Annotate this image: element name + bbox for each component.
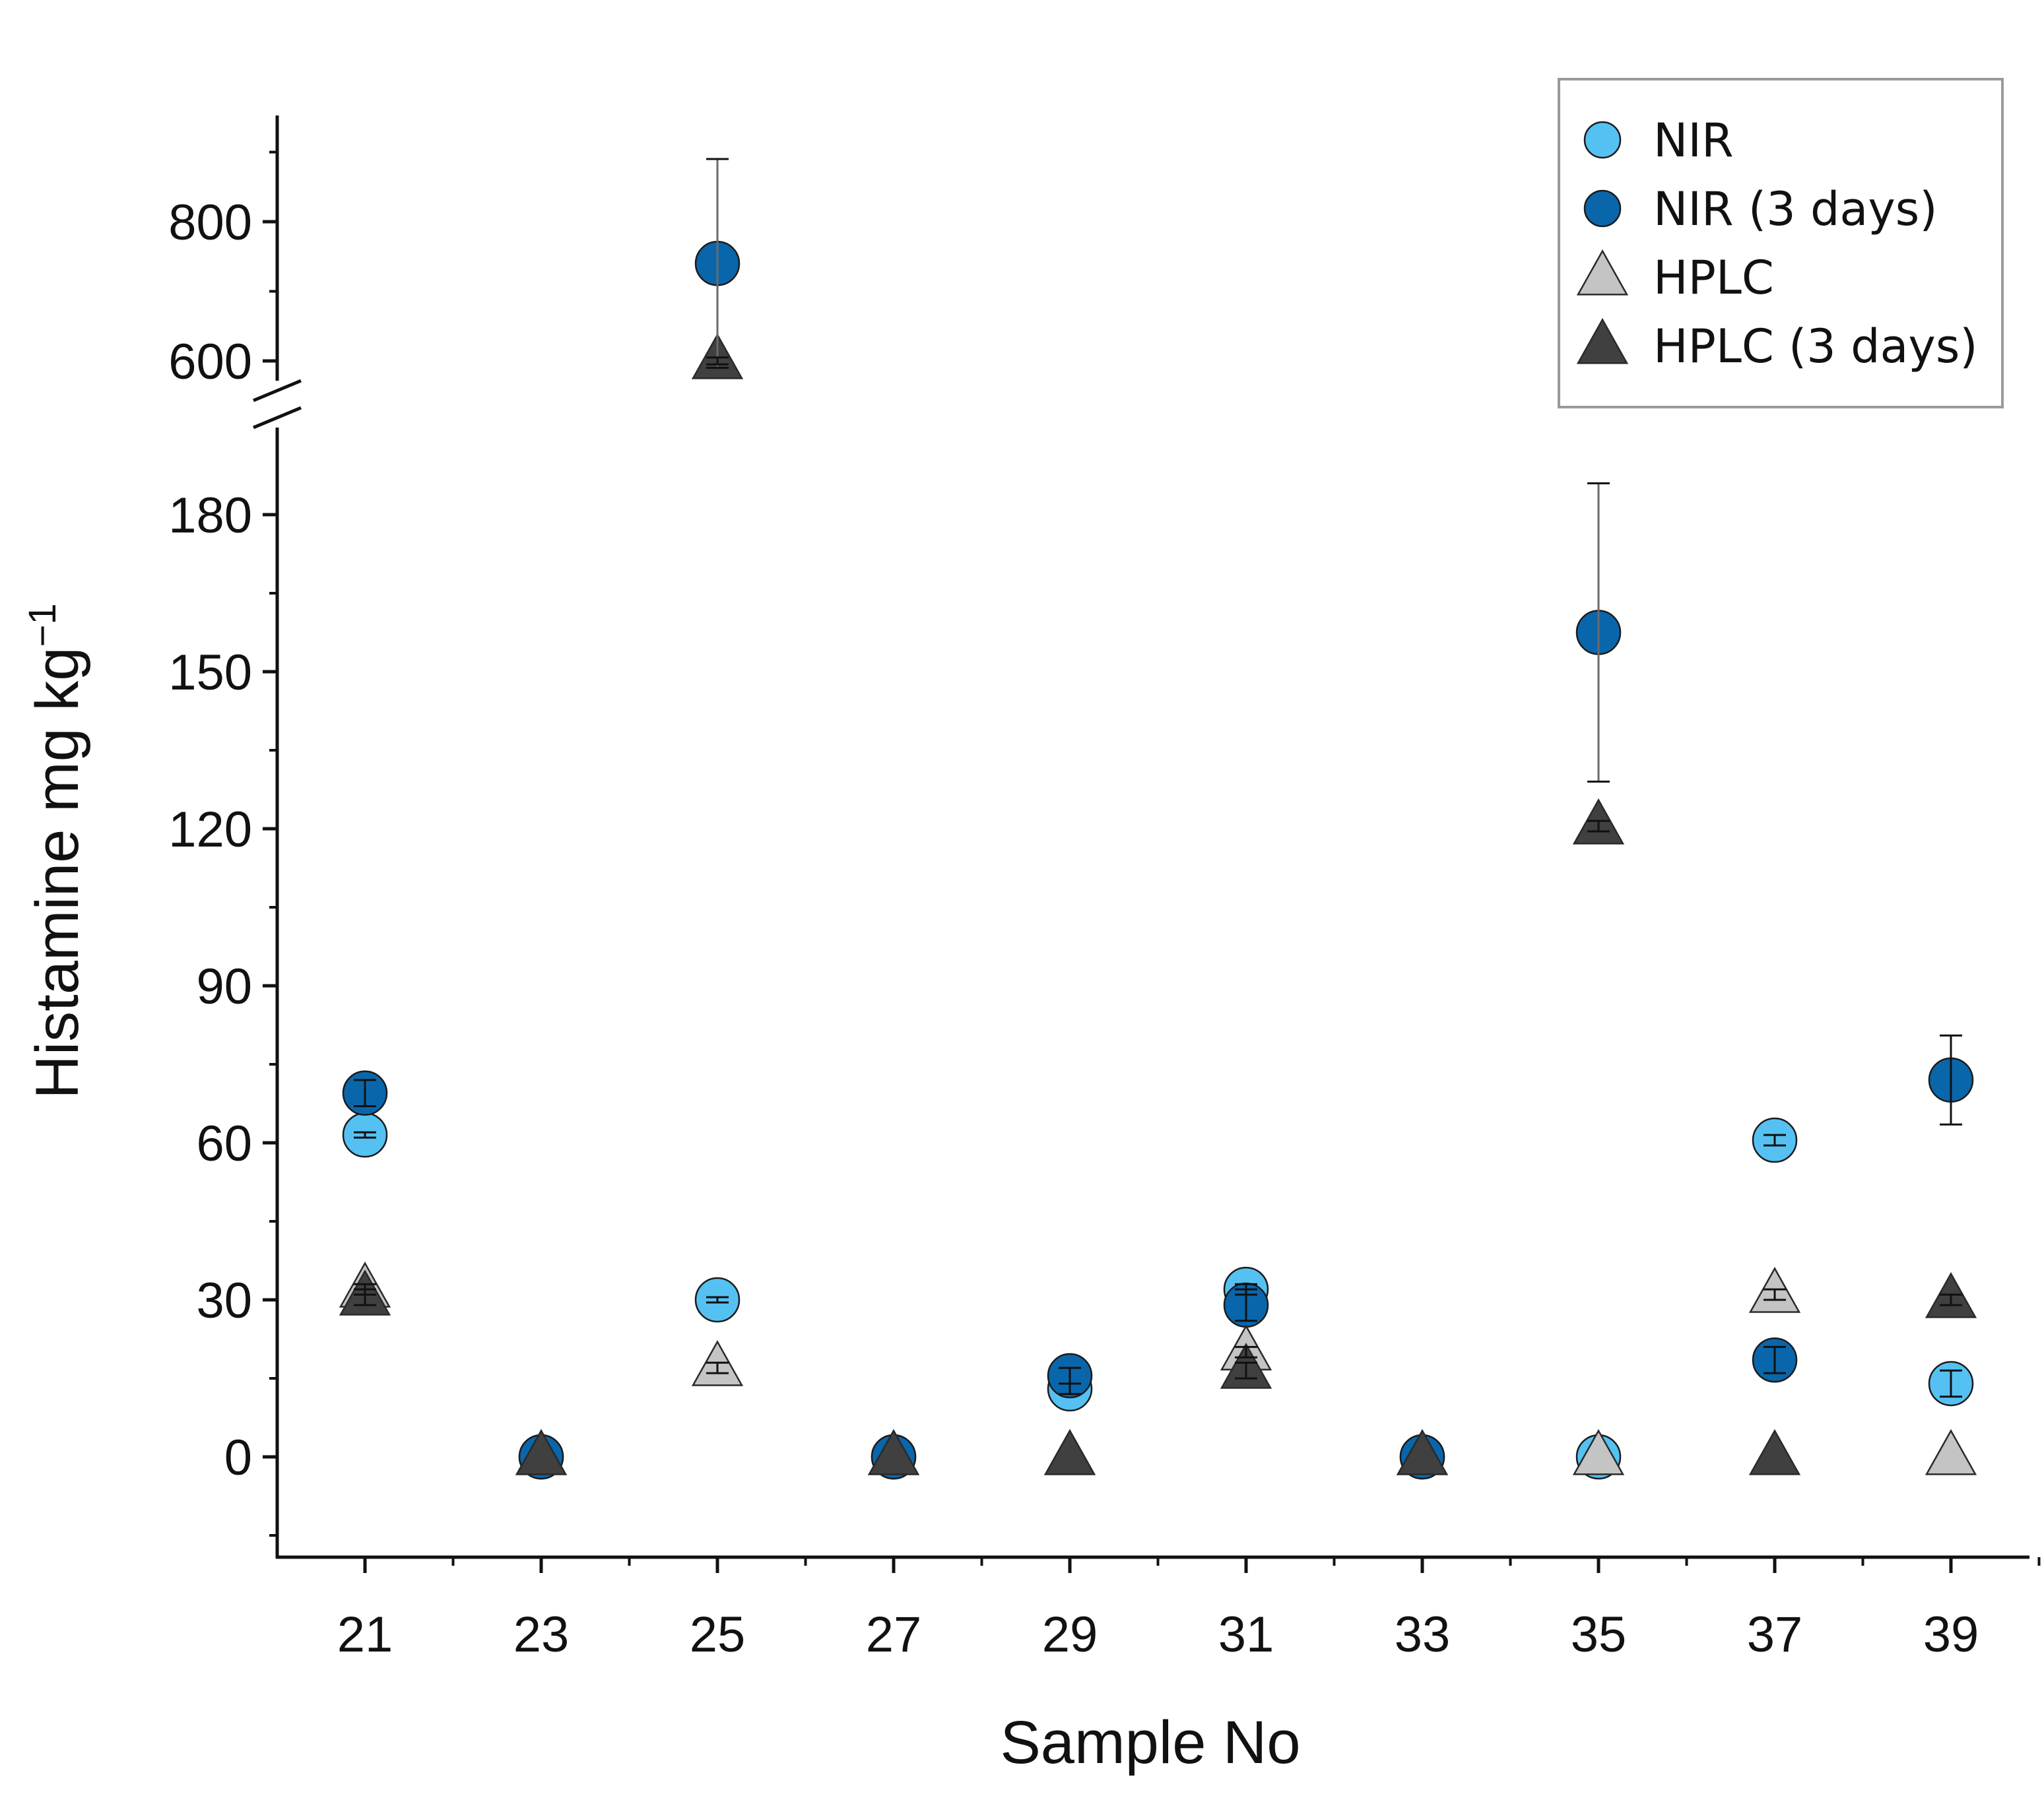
marker-layer bbox=[339, 241, 1977, 1480]
axis-break-mark bbox=[253, 379, 302, 402]
error-bar-nir-3-days bbox=[1940, 1034, 1962, 1126]
x-tick-label: 25 bbox=[690, 1607, 746, 1663]
axis-break-mark bbox=[253, 406, 302, 430]
point-hplc-3-days bbox=[515, 1429, 568, 1475]
error-bar-hplc-3-days bbox=[706, 356, 729, 366]
error-bar-hplc-3-days bbox=[1235, 1361, 1257, 1380]
point-hplc-3-days bbox=[1748, 1429, 1801, 1475]
y-tick-label: 800 bbox=[168, 195, 252, 251]
error-bar-nir-3-days bbox=[354, 1079, 376, 1107]
point-hplc bbox=[1925, 1429, 1977, 1475]
y-tick-label: 180 bbox=[168, 488, 252, 544]
x-tick-label: 37 bbox=[1747, 1607, 1803, 1663]
x-tick-label: 23 bbox=[513, 1607, 570, 1663]
point-hplc-3-days bbox=[1396, 1429, 1449, 1475]
y-tick-label: 60 bbox=[196, 1116, 252, 1172]
error-bar-hplc-3-days bbox=[354, 1288, 376, 1306]
y-tick-label: 600 bbox=[168, 334, 252, 390]
error-bar-nir bbox=[1764, 1134, 1786, 1147]
legend-label-nir: NIR bbox=[1653, 113, 1734, 168]
error-bar-nir bbox=[354, 1131, 376, 1139]
error-bar-nir-3-days bbox=[1764, 1345, 1786, 1374]
legend-label-hplc: HPLC bbox=[1653, 251, 1774, 305]
x-tick-label: 39 bbox=[1923, 1607, 1979, 1663]
x-tick-label: 21 bbox=[337, 1607, 393, 1663]
point-hplc-3-days bbox=[1043, 1429, 1096, 1475]
error-bar-nir-3-days bbox=[1059, 1366, 1081, 1385]
error-bar-hplc-3-days bbox=[1587, 819, 1610, 833]
error-bar-hplc bbox=[1764, 1288, 1786, 1301]
y-axis-title-superscript: −1 bbox=[21, 603, 64, 647]
error-bar-hplc bbox=[706, 1361, 729, 1374]
x-tick-label: 31 bbox=[1218, 1607, 1274, 1663]
x-tick-label: 33 bbox=[1395, 1607, 1451, 1663]
legend-marker-nir bbox=[1583, 121, 1622, 159]
error-bar-nir-3-days bbox=[1235, 1288, 1257, 1322]
error-bar-layer bbox=[354, 158, 1962, 1398]
error-bar-hplc bbox=[1235, 1345, 1257, 1359]
axes-layer: 0 30 60 90 120 150 180 600 800 21 23 25 27 29 31 33 35 37… bbox=[168, 115, 2041, 1663]
legend-box bbox=[1558, 78, 2004, 408]
y-tick-label: 0 bbox=[224, 1430, 252, 1486]
point-hplc-3-days bbox=[867, 1429, 920, 1475]
x-tick-label: 27 bbox=[866, 1607, 922, 1663]
y-tick-label: 150 bbox=[168, 645, 252, 701]
y-axis-title: Histamine mg kg−1 bbox=[21, 603, 91, 1099]
x-tick-label: 35 bbox=[1571, 1607, 1627, 1663]
y-tick-label: 120 bbox=[168, 802, 252, 858]
x-axis-title: Sample No bbox=[1000, 1709, 1300, 1776]
error-bar-nir bbox=[706, 1296, 729, 1304]
y-tick-label: 30 bbox=[196, 1273, 252, 1329]
legend: NIR NIR (3 days) HPLC HPLC (3 days) bbox=[1558, 78, 2004, 408]
legend-marker-hplc bbox=[1576, 249, 1629, 296]
error-bar-hplc-3-days bbox=[1940, 1293, 1962, 1306]
legend-marker-hplc-3-days bbox=[1576, 317, 1629, 364]
error-bar-nir bbox=[1940, 1369, 1962, 1398]
point-hplc bbox=[1572, 1429, 1625, 1475]
error-bar-nir-3-days bbox=[706, 158, 729, 369]
y-tick-label: 90 bbox=[196, 959, 252, 1015]
x-tick-label: 29 bbox=[1042, 1607, 1098, 1663]
y-axis-title-main: Histamine mg kg bbox=[24, 647, 91, 1099]
legend-label-nir-3-days: NIR (3 days) bbox=[1653, 182, 1938, 236]
error-bar-nir-3-days bbox=[1587, 482, 1610, 783]
legend-label-hplc-3-days: HPLC (3 days) bbox=[1653, 319, 1978, 373]
legend-marker-nir-3-days bbox=[1583, 189, 1622, 228]
